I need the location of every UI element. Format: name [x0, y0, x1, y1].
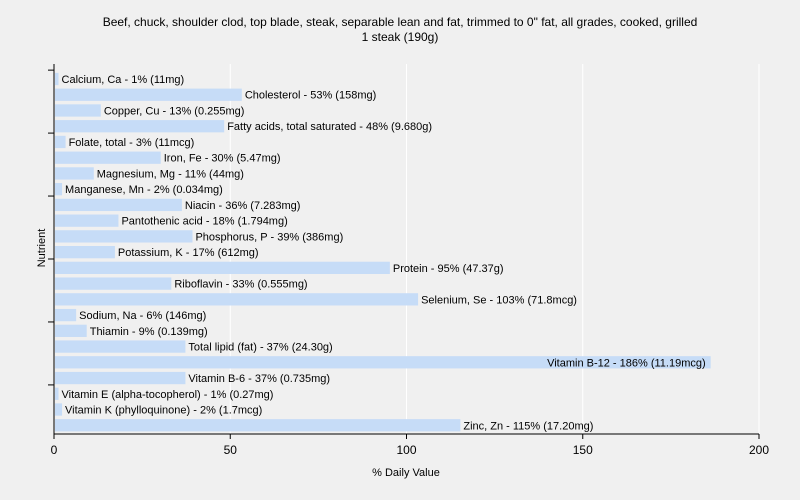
bar-label: Manganese, Mn - 2% (0.034mg): [65, 184, 223, 196]
bar: [55, 245, 115, 259]
bar: [55, 72, 59, 86]
bar-label: Potassium, K - 17% (612mg): [118, 247, 259, 259]
bar-label: Selenium, Se - 103% (71.8mcg): [421, 294, 577, 306]
bar-label: Cholesterol - 53% (158mg): [245, 90, 376, 102]
bar: [55, 419, 461, 432]
bar: [55, 324, 87, 337]
bar: [55, 167, 94, 180]
bar-label: Fatty acids, total saturated - 48% (9.68…: [227, 121, 432, 133]
bar: [55, 277, 172, 290]
bar: [55, 151, 161, 164]
bar: [55, 387, 59, 400]
chart-title: Beef, chuck, shoulder clod, top blade, s…: [102, 15, 698, 29]
bar-label: Niacin - 36% (7.283mg): [185, 200, 301, 212]
bar-label: Vitamin K (phylloquinone) - 2% (1.7mcg): [65, 405, 262, 417]
x-tick-label: 100: [396, 443, 416, 457]
x-tick-label: 200: [749, 443, 769, 457]
chart-title-block: Beef, chuck, shoulder clod, top blade, s…: [0, 15, 800, 45]
bar-label: Zinc, Zn - 115% (17.20mg): [463, 420, 593, 432]
bar-label: Sodium, Na - 6% (146mg): [79, 310, 206, 322]
bar-label: Calcium, Ca - 1% (11mg): [62, 74, 185, 86]
bar: [55, 340, 186, 353]
bar: [55, 261, 390, 275]
x-tick-label: 0: [51, 443, 58, 457]
bar-label: Magnesium, Mg - 11% (44mg): [97, 168, 244, 180]
y-axis-title: Nutrient: [36, 229, 48, 268]
bar-label: Folate, total - 3% (11mcg): [69, 137, 195, 149]
bar: [55, 135, 66, 149]
bar: [55, 88, 242, 101]
bar: [55, 183, 63, 196]
bar: [55, 308, 77, 322]
bar: [55, 198, 182, 212]
bar: [55, 214, 119, 227]
bar: [55, 356, 711, 369]
chart-subtitle: 1 steak (190g): [361, 30, 439, 44]
bar-label: Vitamin E (alpha-tocopherol) - 1% (0.27m…: [62, 389, 274, 401]
bar-label: Total lipid (fat) - 37% (24.30g): [188, 342, 332, 354]
bar-label: Vitamin B-12 - 186% (11.19mcg): [547, 357, 706, 369]
axes: 0 50 100 150 200: [48, 64, 769, 457]
bar-label: Protein - 95% (47.37g): [393, 263, 504, 275]
bar: [55, 403, 63, 416]
bars: Calcium, Ca - 1% (11mg) Cholesterol - 53%…: [55, 72, 711, 432]
x-tick-label: 50: [224, 443, 238, 457]
x-axis-title: % Daily Value: [372, 467, 440, 479]
bar: [55, 371, 186, 385]
bar: [55, 120, 225, 133]
x-tick-label: 150: [573, 443, 593, 457]
bar: [55, 104, 101, 117]
bar: [55, 293, 419, 306]
bar-label: Pantothenic acid - 18% (1.794mg): [121, 216, 287, 228]
bar-label: Vitamin B-6 - 37% (0.735mg): [188, 373, 330, 385]
bar-label: Riboflavin - 33% (0.555mg): [174, 279, 307, 291]
bar-label: Copper, Cu - 13% (0.255mg): [104, 105, 245, 117]
bar-label: Thiamin - 9% (0.139mg): [90, 326, 208, 338]
bar: [55, 230, 193, 243]
bar-label: Phosphorus, P - 39% (386mg): [195, 231, 343, 243]
bar-label: Iron, Fe - 30% (5.47mg): [164, 153, 281, 165]
gridlines: [229, 64, 760, 434]
